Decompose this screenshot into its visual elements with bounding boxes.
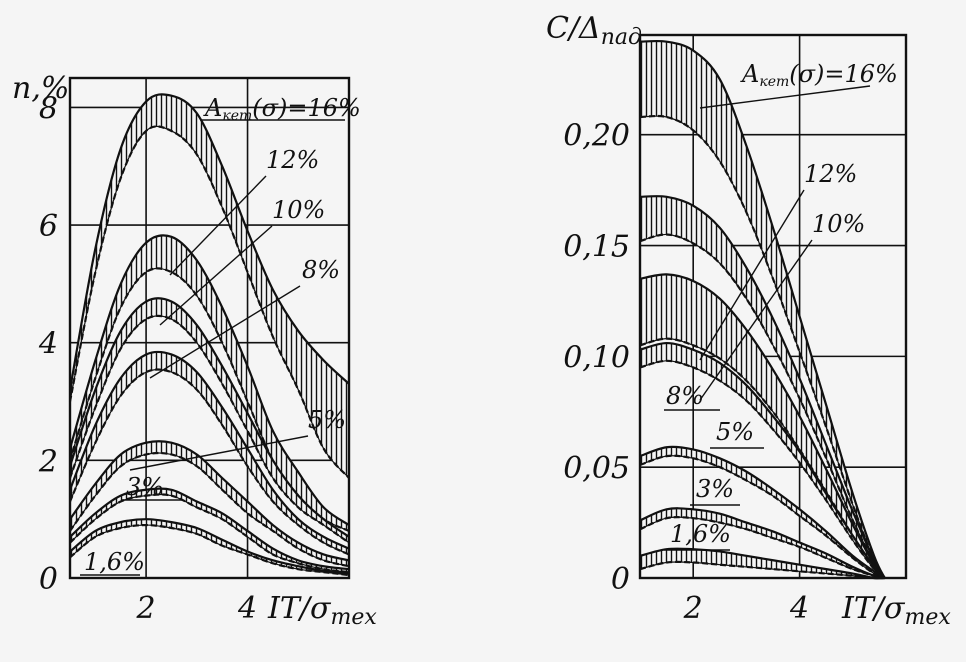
left-x-axis-label: IT/σтех — [267, 591, 377, 630]
right-series-label-3: 3% — [696, 475, 734, 503]
left-legend-title: Aкет(σ)=16% — [203, 94, 361, 124]
band-upper-edge-16% — [68, 93, 350, 390]
leader-line-4 — [129, 435, 309, 471]
right-series-label-1-6: 1,6% — [670, 520, 731, 548]
y-tick-label: 0,05 — [563, 451, 630, 486]
right-legend-title: Aкет(σ)=16% — [740, 60, 898, 90]
y-tick-label: 4 — [38, 327, 58, 362]
left-series-label-8: 8% — [302, 256, 340, 284]
right-y-axis-label: C/Δпад — [546, 11, 642, 50]
right-series-label-10: 10% — [812, 210, 865, 238]
left-plot-frame — [68, 76, 351, 580]
y-tick-label: 6 — [39, 209, 58, 244]
band-lower-edge-12% — [639, 233, 886, 579]
left-y-axis-label: n,% — [12, 71, 69, 106]
leader-line-1 — [699, 189, 805, 361]
band-lower-edge-1,6% — [639, 560, 885, 580]
band-upper-edge-1,6% — [639, 547, 885, 580]
y-tick-label: 0,20 — [563, 119, 630, 154]
left-tick-labels: 2 4 0 2 4 6 8 — [38, 91, 257, 626]
right-series-label-5: 5% — [716, 418, 754, 446]
left-series-label-10: 10% — [272, 196, 325, 224]
band-lower-edge-10% — [68, 314, 350, 544]
left-series-label-12: 12% — [266, 146, 319, 174]
right-leaders — [664, 85, 871, 551]
band-lower-edge-3% — [69, 493, 350, 574]
band-lower-edge-8% — [639, 359, 886, 579]
leader-line-0 — [699, 85, 871, 109]
leader-line-3 — [149, 285, 301, 379]
leader-line-2 — [699, 239, 813, 401]
right-bands — [639, 39, 886, 580]
band-upper-edge-8% — [68, 350, 350, 550]
band-upper-edge-8% — [639, 341, 886, 579]
band-lower-edge-16% — [68, 125, 350, 479]
right-series-label-8: 8% — [666, 382, 704, 410]
x-tick-label: 2 — [683, 591, 703, 626]
y-tick-label: 8 — [39, 91, 58, 126]
band-upper-edge-5% — [69, 440, 350, 562]
x-tick-label: 4 — [789, 591, 809, 626]
band-upper-edge-1,6% — [69, 518, 350, 575]
y-tick-label: 2 — [38, 444, 58, 479]
band-upper-edge-12% — [639, 195, 886, 579]
left-leaders — [80, 119, 345, 576]
y-tick-label: 0 — [39, 562, 58, 597]
band-lower-edge-16% — [639, 114, 886, 579]
right-series-label-12: 12% — [804, 160, 857, 188]
right-tick-labels: 2 4 0 0,05 0,10 0,15 0,20 — [563, 119, 809, 626]
band-upper-edge-5% — [639, 445, 886, 579]
right-chart: 2 4 0 0,05 0,10 0,15 0,20 C/Δпад IT/σтех Aкет(… — [546, 11, 951, 630]
y-tick-label: 0,10 — [563, 340, 630, 375]
left-series-label-1-6: 1,6% — [84, 548, 145, 576]
right-plot-frame — [638, 33, 908, 580]
band-lower-edge-1,6% — [69, 523, 350, 577]
band-upper-edge-12% — [68, 234, 350, 526]
band-lower-edge-8% — [68, 368, 350, 556]
band-lower-edge-3% — [639, 516, 885, 580]
leader-line-1 — [169, 175, 267, 276]
x-tick-label: 4 — [237, 591, 257, 626]
band-upper-edge-10% — [68, 297, 350, 538]
band-lower-edge-5% — [69, 451, 350, 568]
band-upper-edge-3% — [69, 487, 350, 571]
left-series-label-5: 5% — [308, 406, 346, 434]
band-upper-edge-10% — [639, 273, 886, 579]
right-x-axis-label: IT/σтех — [841, 591, 951, 630]
left-series-label-3: 3% — [126, 473, 164, 501]
band-lower-edge-5% — [639, 454, 886, 580]
leader-line-2 — [159, 225, 273, 326]
band-upper-edge-3% — [639, 507, 885, 580]
y-tick-label: 0 — [611, 562, 630, 597]
y-tick-label: 0,15 — [563, 230, 630, 265]
x-tick-label: 2 — [136, 591, 156, 626]
